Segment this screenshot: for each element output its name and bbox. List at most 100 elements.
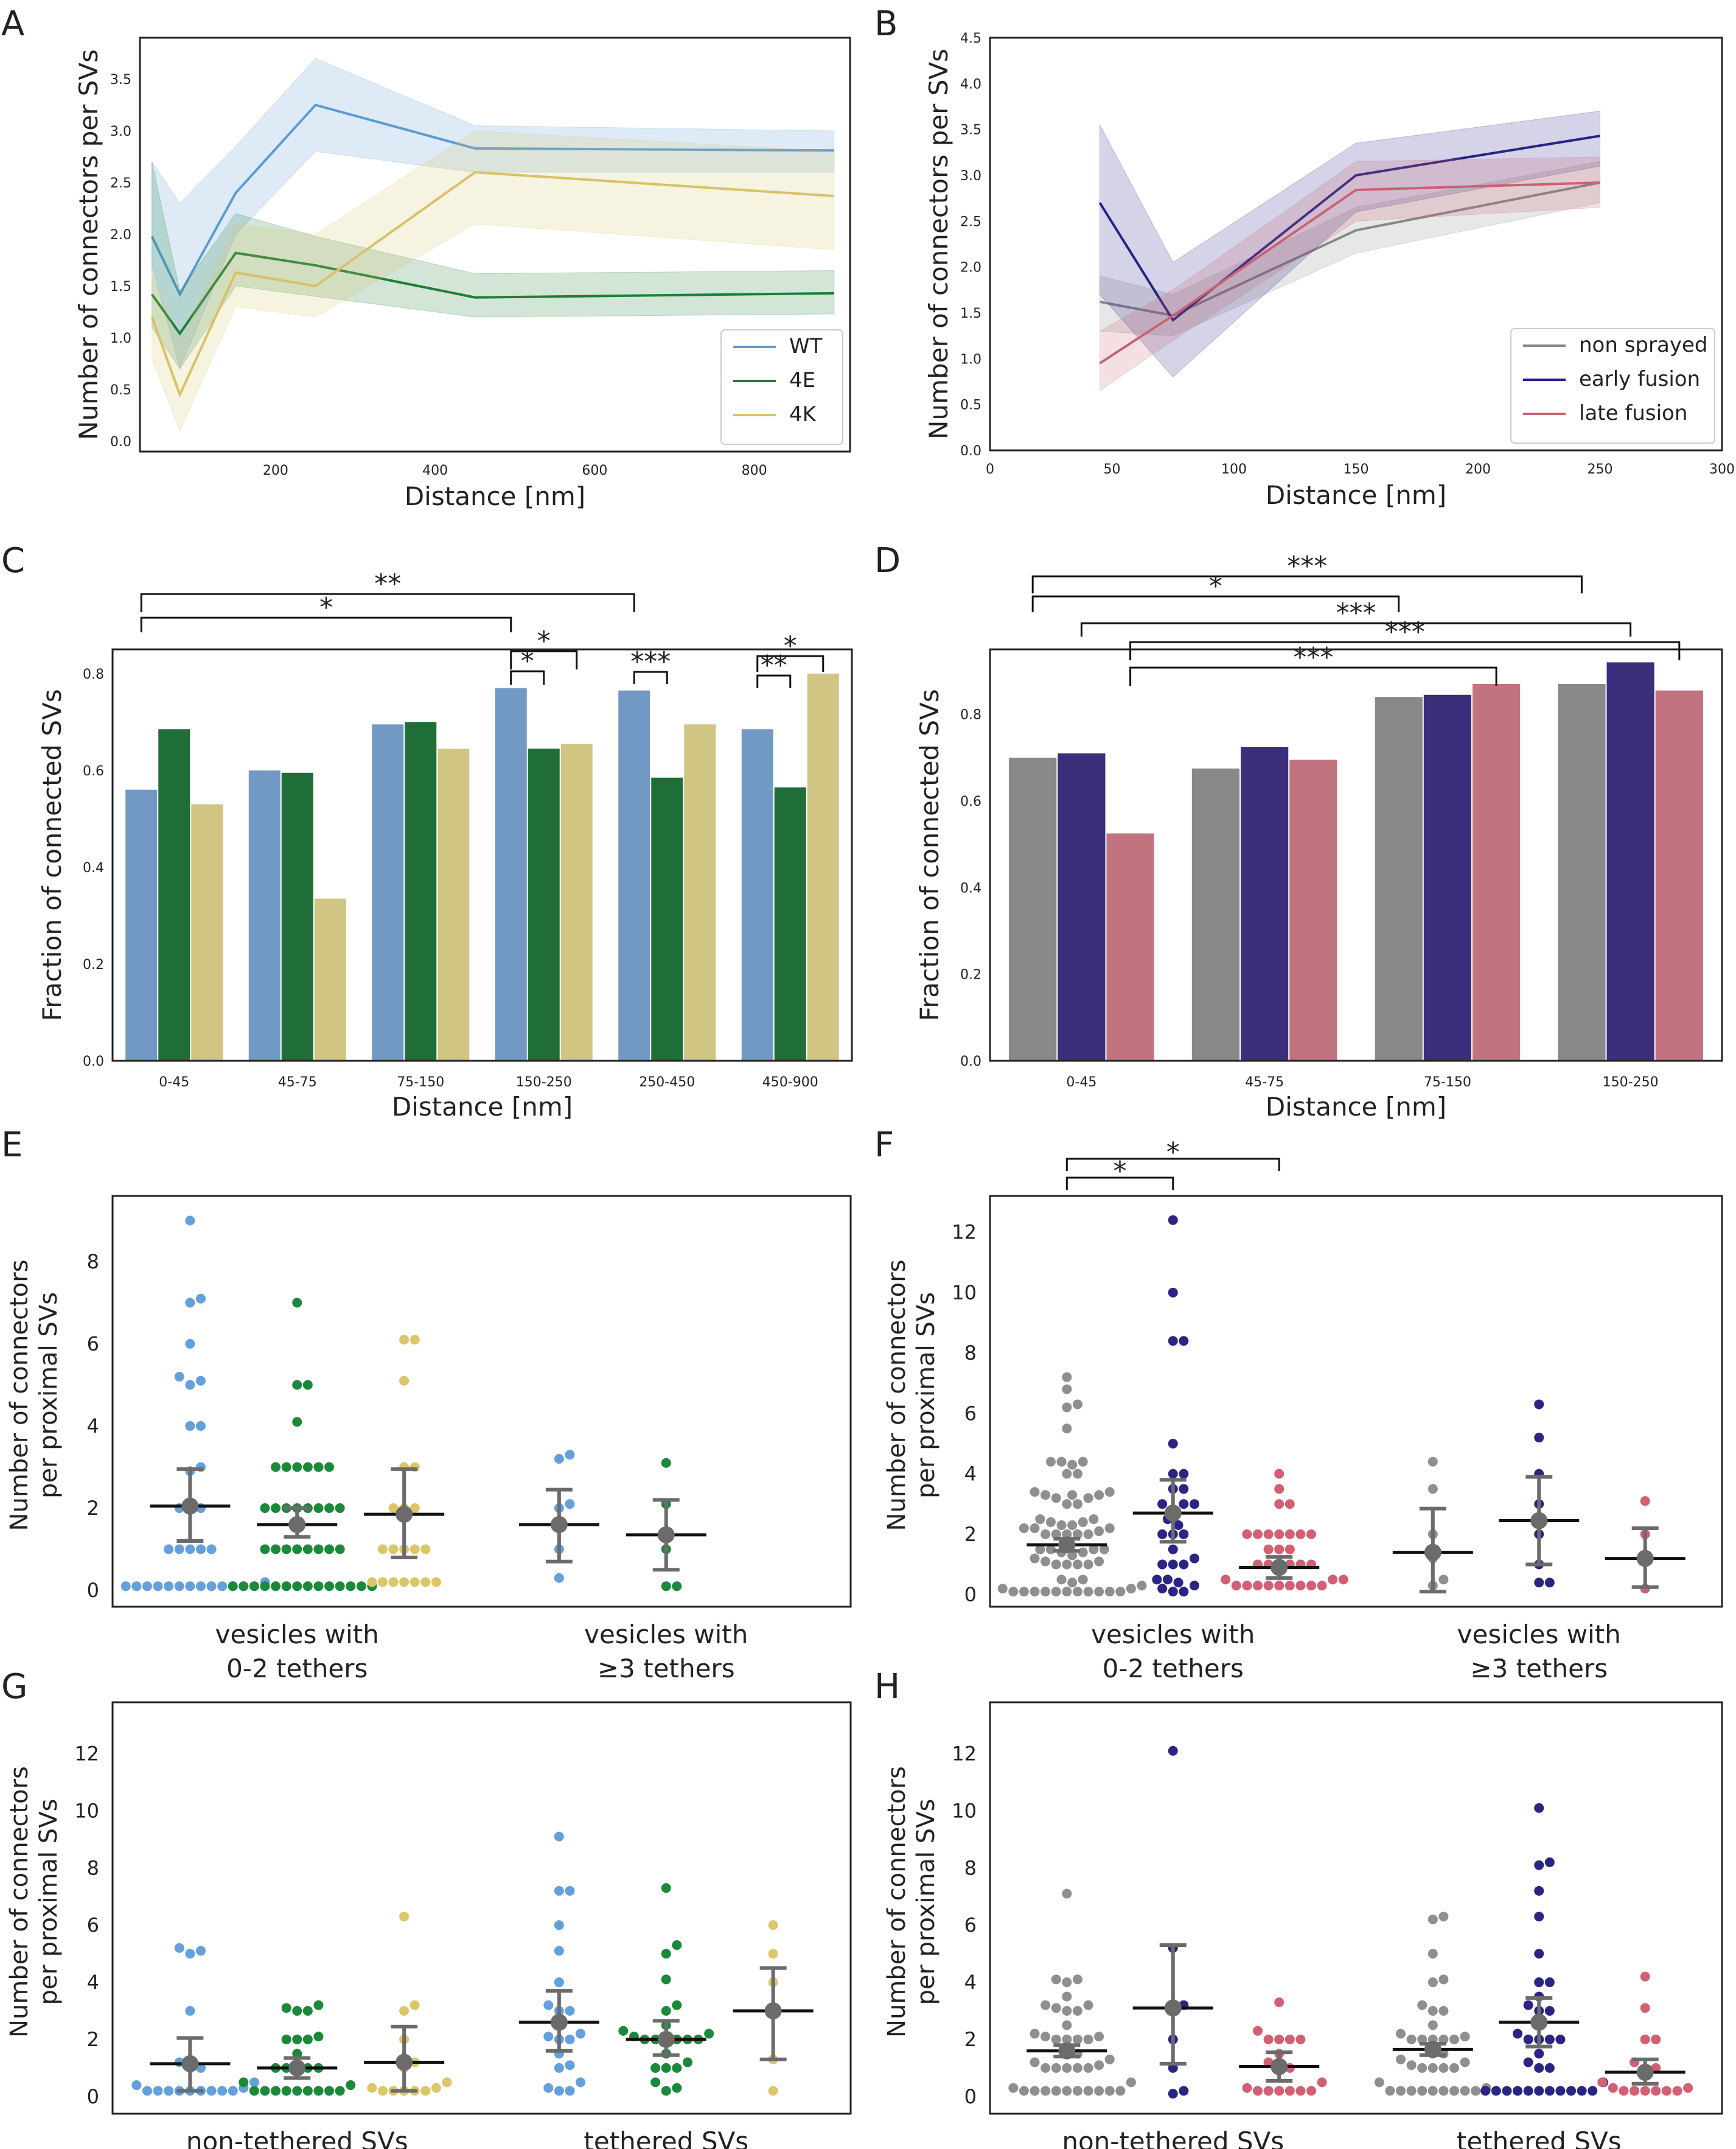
- data-point: [1094, 2032, 1104, 2042]
- data-point: [1157, 1584, 1168, 1594]
- data-point: [1306, 1581, 1316, 1591]
- data-point: [1168, 1544, 1178, 1554]
- data-point: [554, 2086, 564, 2096]
- data-point: [335, 2086, 345, 2096]
- data-point: [661, 2063, 671, 2073]
- data-point: [1427, 1977, 1438, 1988]
- data-point: [185, 2006, 195, 2016]
- y-axis-label: Number of connectors: [883, 1766, 911, 2038]
- data-point: [410, 1577, 420, 1587]
- data-point: [1396, 2054, 1406, 2064]
- data-point: [682, 2057, 692, 2067]
- mean-marker: [1271, 2058, 1288, 2075]
- data-point: [1396, 2086, 1406, 2096]
- y-tick-label: 0: [87, 2085, 99, 2108]
- significance-bracket: [1129, 641, 1681, 660]
- mean-marker: [1058, 2042, 1076, 2060]
- data-point: [1534, 1885, 1544, 1896]
- data-point: [292, 1380, 302, 1390]
- data-point: [1083, 2000, 1093, 2010]
- data-point: [1471, 2086, 1481, 2096]
- data-point: [1062, 1499, 1072, 1509]
- data-point: [367, 1577, 377, 1587]
- data-point: [313, 1503, 324, 1513]
- data-point: [239, 2077, 249, 2088]
- data-point: [1651, 2086, 1661, 2096]
- bar: [1606, 662, 1654, 1061]
- mean-marker: [1164, 1504, 1182, 1522]
- chart-h: 0 2 4 6 8 10 12 non-tethered SVs tethered SVs Num…: [883, 1701, 1723, 2149]
- data-point: [1008, 1587, 1019, 1597]
- data-point: [1041, 1587, 1051, 1597]
- y-tick-label: 4: [964, 1971, 977, 1994]
- data-point: [1534, 1399, 1544, 1410]
- y-tick-label: 0.8: [960, 708, 981, 723]
- data-point: [1438, 2086, 1449, 2096]
- data-point: [1094, 1556, 1104, 1567]
- data-point: [1242, 1529, 1252, 1539]
- data-point: [661, 1883, 671, 1893]
- data-point: [399, 1335, 410, 1345]
- significance-bracket: [1031, 595, 1400, 612]
- data-point: [399, 1912, 410, 1922]
- data-point: [1078, 1456, 1088, 1467]
- data-point: [292, 2049, 302, 2059]
- data-point: [313, 1581, 324, 1592]
- bar: [248, 770, 281, 1061]
- chart-c: 0-45 45-75 75-150 150-250 250-450 450-900 0.0 0…: [37, 568, 853, 1122]
- data-point: [195, 1421, 206, 1431]
- data-point: [1168, 1587, 1178, 1597]
- data-point: [1274, 1997, 1285, 2007]
- data-point: [420, 1577, 431, 1587]
- panel-letter-f: F: [874, 1125, 894, 1165]
- data-point: [1683, 2083, 1693, 2093]
- data-point: [335, 1503, 345, 1513]
- data-point: [1221, 1574, 1231, 1585]
- data-point: [661, 1458, 671, 1468]
- data-point: [1427, 1914, 1438, 1924]
- data-point: [1019, 1523, 1029, 1533]
- data-point: [554, 1977, 564, 1988]
- y-tick-label: 0.0: [960, 444, 981, 459]
- mean-marker: [1424, 1543, 1441, 1561]
- data-point: [1062, 1559, 1072, 1570]
- data-point: [1640, 2003, 1650, 2013]
- data-point: [576, 2077, 586, 2088]
- significance-stars: **: [761, 650, 787, 681]
- data-point: [1035, 1514, 1045, 1525]
- data-point: [1072, 2063, 1082, 2073]
- data-point: [1062, 2006, 1072, 2016]
- x-tick-label: 75-150: [397, 1075, 444, 1090]
- y-tick-label: 2: [87, 1497, 99, 1520]
- data-point: [260, 1544, 270, 1554]
- y-tick-label: 0: [964, 1583, 977, 1606]
- data-point: [1460, 2032, 1470, 2042]
- y-axis-label: Fraction of connected SVs: [915, 689, 944, 1021]
- x-axis-label: Distance [nm]: [1266, 1092, 1446, 1122]
- data-point: [1067, 1550, 1078, 1560]
- y-tick-label: 0.8: [83, 667, 104, 682]
- data-point: [260, 2086, 270, 2096]
- x-tick-label: 45-75: [278, 1075, 317, 1090]
- data-point: [565, 2086, 575, 2096]
- data-point: [302, 2006, 313, 2016]
- data-point: [174, 1544, 184, 1554]
- data-point: [1072, 1499, 1082, 1509]
- data-point: [1078, 1574, 1088, 1585]
- data-point: [1523, 2086, 1533, 2096]
- bar: [684, 724, 716, 1061]
- data-point: [313, 1462, 324, 1472]
- data-point: [206, 1544, 217, 1554]
- x-tick-label: 200: [263, 463, 288, 478]
- bar: [1241, 747, 1289, 1061]
- significance-bracket: [510, 670, 545, 685]
- significance-stars: *: [521, 646, 534, 677]
- y-tick-label: 0.5: [960, 398, 981, 413]
- data-point: [1067, 1459, 1078, 1470]
- significance-stars: ***: [630, 646, 671, 677]
- plot-frame: [111, 1701, 852, 2115]
- y-tick-label: 2: [87, 2028, 99, 2051]
- data-point: [1062, 2063, 1072, 2073]
- data-point: [1396, 2028, 1406, 2039]
- data-point: [302, 2086, 313, 2096]
